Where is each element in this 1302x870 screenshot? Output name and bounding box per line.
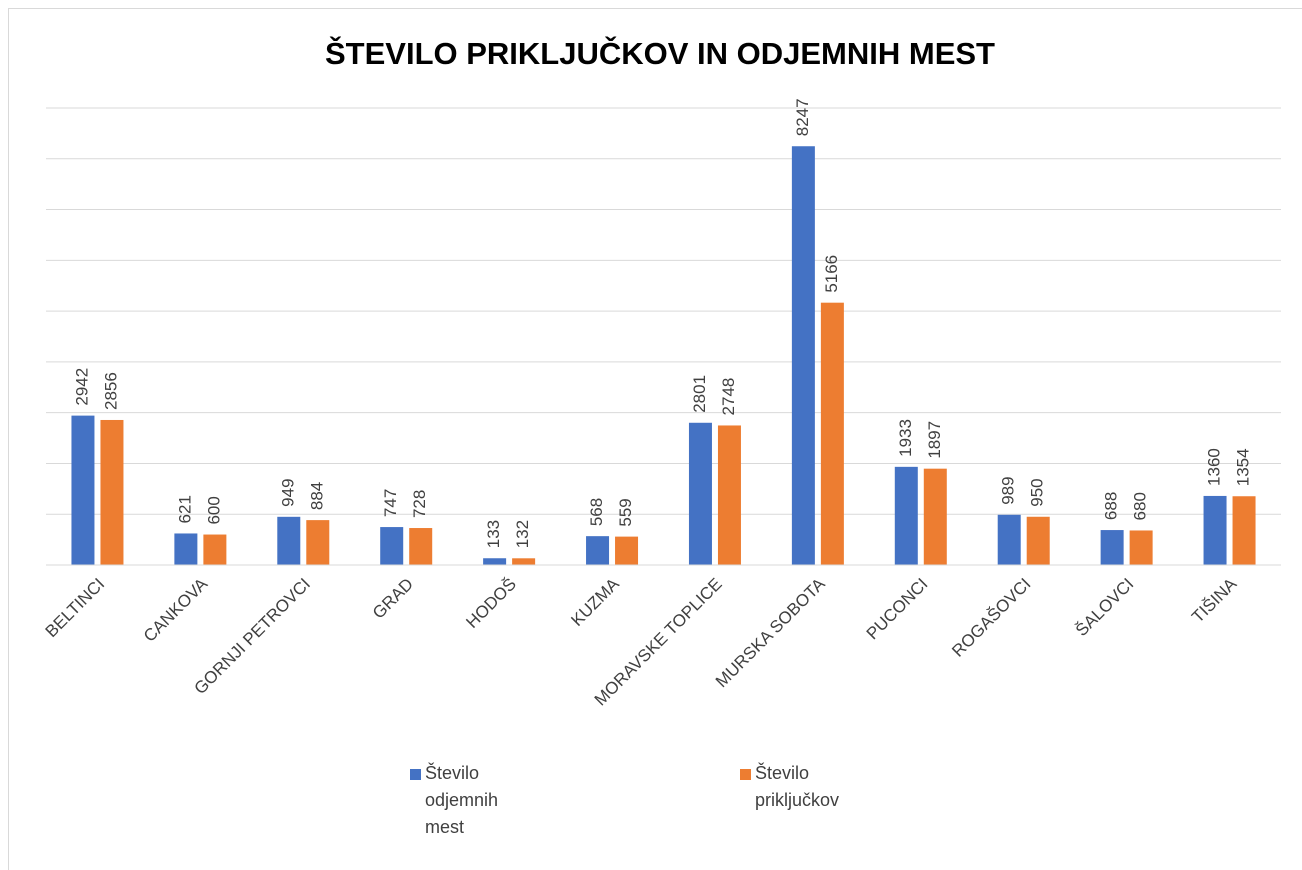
bar bbox=[409, 528, 433, 565]
bar bbox=[1232, 496, 1256, 565]
bar bbox=[380, 527, 404, 565]
x-tick-label: BELTINCI bbox=[42, 574, 109, 641]
data-label: 5166 bbox=[822, 255, 841, 293]
bar bbox=[71, 415, 95, 565]
data-label: 132 bbox=[513, 520, 532, 548]
data-label: 600 bbox=[204, 496, 223, 524]
x-tick-label: HODOŠ bbox=[462, 574, 520, 632]
x-tick-label: CANKOVA bbox=[140, 574, 212, 646]
bar bbox=[615, 536, 639, 565]
x-tick-label: MURSKA SOBOTA bbox=[712, 574, 829, 691]
x-tick-label: TIŠINA bbox=[1188, 574, 1241, 627]
x-tick-label: ROGAŠOVCI bbox=[948, 574, 1034, 660]
bar bbox=[1203, 495, 1227, 565]
data-label: 2942 bbox=[72, 368, 91, 406]
data-label: 989 bbox=[999, 476, 1018, 504]
data-label: 950 bbox=[1028, 478, 1047, 506]
bar bbox=[306, 520, 330, 565]
data-label: 728 bbox=[410, 490, 429, 518]
legend-item: Število odjemnih mest bbox=[410, 760, 525, 841]
x-tick-label: GRAD bbox=[369, 574, 417, 622]
data-label: 688 bbox=[1102, 492, 1121, 520]
bar bbox=[1129, 530, 1153, 565]
legend-label: Število priključkov bbox=[755, 763, 840, 810]
data-label: 1933 bbox=[896, 419, 915, 457]
bar bbox=[203, 534, 227, 565]
legend-item: Število priključkov bbox=[740, 760, 855, 814]
data-label: 133 bbox=[484, 520, 503, 548]
legend-label: Število odjemnih mest bbox=[425, 763, 499, 837]
bar bbox=[1026, 516, 1050, 565]
data-label: 884 bbox=[307, 482, 326, 510]
chart-border bbox=[8, 8, 1302, 870]
data-label: 8247 bbox=[793, 98, 812, 136]
data-label: 1360 bbox=[1205, 448, 1224, 486]
legend-swatch bbox=[410, 769, 421, 780]
x-tick-label: PUCONCI bbox=[863, 574, 932, 643]
bar bbox=[586, 536, 610, 565]
bar bbox=[820, 302, 844, 565]
bar bbox=[894, 466, 918, 565]
data-label: 1897 bbox=[925, 421, 944, 459]
data-label: 1354 bbox=[1234, 448, 1253, 486]
data-label: 559 bbox=[616, 498, 635, 526]
data-label: 2801 bbox=[690, 375, 709, 413]
data-label: 680 bbox=[1131, 492, 1150, 520]
bar bbox=[997, 514, 1021, 565]
legend-swatch bbox=[740, 769, 751, 780]
chart-title: ŠTEVILO PRIKLJUČKOV IN ODJEMNIH MEST bbox=[325, 35, 995, 71]
x-tick-label: ŠALOVCI bbox=[1072, 574, 1138, 640]
bar bbox=[483, 558, 507, 565]
data-label: 568 bbox=[587, 498, 606, 526]
bar bbox=[100, 419, 124, 565]
bar bbox=[923, 468, 947, 565]
data-label: 747 bbox=[381, 489, 400, 517]
data-label: 621 bbox=[175, 495, 194, 523]
bar bbox=[174, 533, 198, 565]
data-label: 2748 bbox=[719, 378, 738, 416]
bar bbox=[512, 558, 536, 565]
x-tick-label: KUZMA bbox=[567, 574, 623, 630]
data-label: 2856 bbox=[101, 372, 120, 410]
bar bbox=[791, 146, 815, 566]
x-tick-label: GORNJI PETROVCI bbox=[190, 574, 314, 698]
data-label: 949 bbox=[278, 478, 297, 506]
bar bbox=[1100, 530, 1124, 565]
bar bbox=[717, 425, 741, 565]
bar bbox=[688, 422, 712, 565]
bar bbox=[277, 516, 301, 565]
